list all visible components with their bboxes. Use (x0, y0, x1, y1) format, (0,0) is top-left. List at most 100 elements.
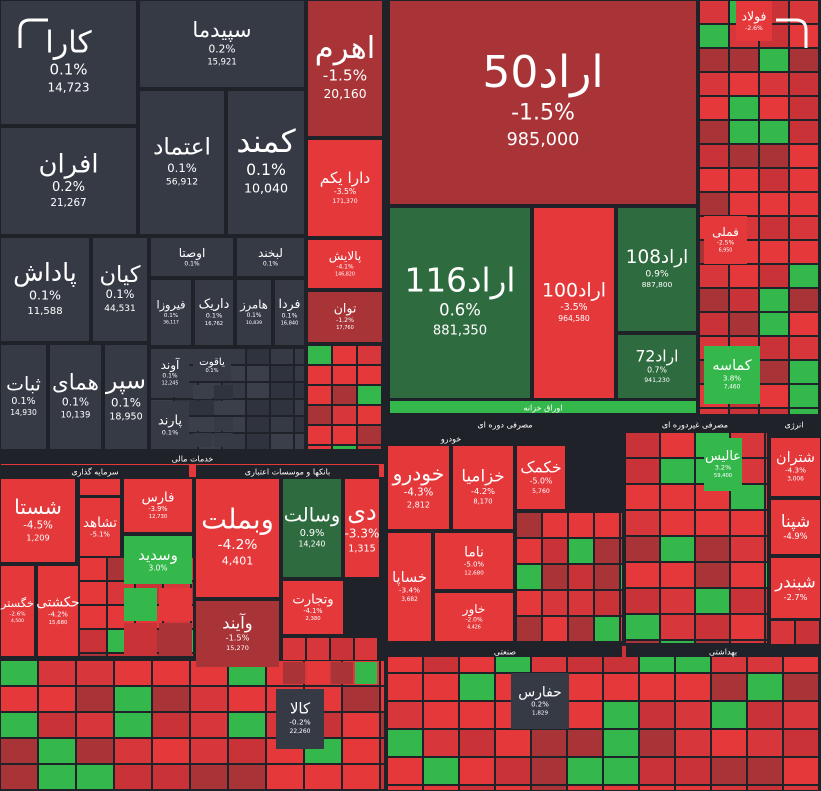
filler-cell (760, 385, 788, 407)
tile-change: 0.1% (62, 395, 89, 408)
tile-volume: 14,723 (48, 81, 90, 95)
tile-change: -4.9% (783, 531, 807, 541)
filler-cell (77, 765, 113, 789)
tile (435, 533, 513, 589)
tile-volume: 5,760 (532, 488, 550, 495)
filler-cell (712, 758, 746, 784)
tile (151, 349, 189, 397)
filler-cell (80, 654, 106, 656)
filler-cell (271, 349, 293, 364)
tile (453, 446, 513, 529)
filler-cell (784, 730, 818, 756)
tile-name: کارا (45, 25, 92, 60)
filler-cell (271, 434, 293, 449)
tile-change: -3.5% (334, 187, 356, 196)
tile-name: حفارس (518, 684, 562, 700)
filler-cell (333, 426, 356, 444)
filler-cell (760, 97, 788, 119)
tile (308, 1, 382, 136)
tile-volume: 4,401 (222, 554, 254, 567)
tile (308, 292, 382, 342)
tile-volume: 985,000 (507, 130, 580, 150)
filler-cell (496, 730, 530, 756)
tile-change: 0.1% (247, 313, 262, 319)
tile-name: وبملت (201, 504, 274, 535)
tile-volume: 3,682 (401, 597, 418, 603)
filler-cell (343, 765, 379, 789)
section-title: بهداشتی (709, 648, 737, 657)
filler-cell (77, 739, 113, 763)
tile-volume: 1,315 (348, 543, 375, 554)
tile-volume: 4,426 (467, 625, 481, 631)
filler-cell (784, 758, 818, 784)
filler-cell (640, 674, 674, 700)
section-title: سرمایه گذاری (71, 467, 119, 477)
tile-name: خزامیا (461, 466, 504, 486)
tile (80, 498, 120, 556)
filler-cell (712, 730, 746, 756)
filler-cell (760, 121, 788, 143)
tile (1, 479, 75, 562)
filler-cell (247, 417, 269, 432)
tile-name: لبخند (258, 246, 283, 260)
tile (1, 345, 46, 449)
filler-cell (700, 289, 728, 311)
tile-name: اوصتا (179, 246, 206, 261)
filler-cell (790, 73, 818, 95)
filler-cell (700, 265, 728, 287)
tile-volume: 22,260 (290, 728, 311, 735)
filler-cell (517, 617, 541, 641)
filler-cell (569, 591, 593, 615)
tile-name: شبندر (774, 572, 815, 592)
filler-cell (621, 591, 622, 615)
tile-name: کیان (99, 262, 140, 288)
filler-cell (595, 617, 619, 641)
filler-cell (696, 615, 729, 639)
tile (151, 280, 191, 345)
filler-cell (343, 713, 379, 737)
filler-cell (730, 73, 758, 95)
filler-cell (295, 417, 304, 432)
filler-cell (80, 582, 106, 604)
tile-change: 0.1% (282, 313, 298, 320)
filler-cell (661, 641, 694, 643)
filler-cell (517, 565, 541, 589)
tile (196, 479, 279, 597)
filler-cell (381, 713, 384, 737)
tile-name: دی (347, 498, 376, 526)
filler-cell (191, 739, 227, 763)
filler-cell (214, 401, 233, 415)
filler-cell (358, 406, 381, 424)
tile-change: 0.1% (162, 373, 178, 380)
tile (151, 238, 233, 276)
filler-cell (308, 406, 331, 424)
filler-cell (730, 409, 758, 414)
filler-cell (568, 758, 602, 784)
tile-change: 0.6% (439, 301, 481, 320)
tile-volume: 11,588 (27, 306, 62, 317)
filler-cell (790, 289, 818, 311)
filler-cell (626, 563, 659, 587)
filler-cell (271, 366, 293, 381)
filler-cell (355, 662, 377, 684)
filler-cell (731, 641, 764, 643)
tile-name: کالا (290, 700, 311, 718)
tile-change: -3.5% (560, 302, 587, 313)
tile (704, 438, 742, 491)
filler-cell (295, 349, 304, 364)
filler-cell (626, 615, 659, 639)
tile-change: -4.1% (336, 264, 354, 271)
filler-cell (766, 511, 767, 535)
tile-name: یاقوت (199, 357, 225, 368)
filler-cell (712, 786, 746, 790)
filler-cell (595, 539, 619, 563)
filler-cell (381, 765, 384, 789)
filler-cell (358, 366, 381, 384)
filler-cell (568, 730, 602, 756)
tile-change: -5.0% (530, 476, 553, 485)
filler-cell (283, 662, 305, 684)
section-header (388, 432, 514, 444)
filler-cell (661, 511, 694, 535)
filler-cell (700, 97, 728, 119)
